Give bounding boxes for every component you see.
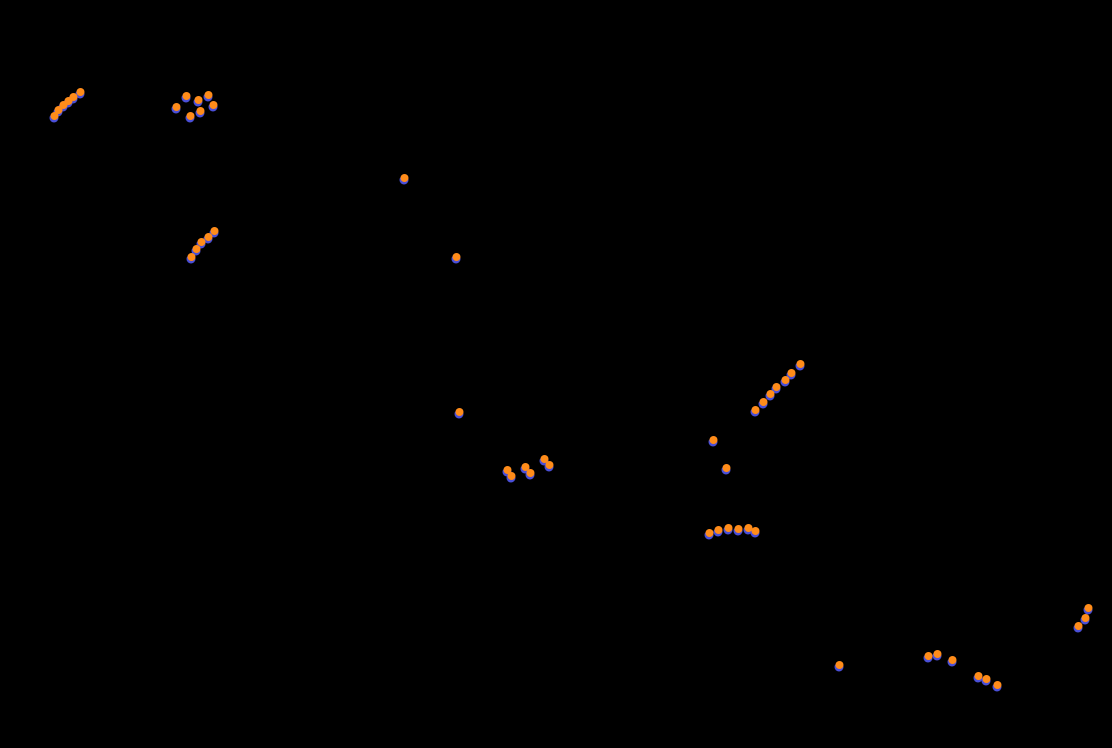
data-point [453, 253, 461, 261]
data-point [836, 661, 844, 669]
data-point [723, 464, 731, 472]
data-point [735, 525, 743, 533]
data-point [715, 526, 723, 534]
data-point [752, 527, 760, 535]
data-point [197, 107, 205, 115]
data-point [975, 672, 983, 680]
data-point [745, 524, 753, 532]
data-point [205, 91, 213, 99]
chart-background [0, 0, 1112, 748]
data-point [752, 406, 760, 414]
data-point [725, 524, 733, 532]
data-point [401, 174, 409, 182]
data-point [508, 472, 516, 480]
data-point [187, 112, 195, 120]
data-point [183, 92, 191, 100]
data-point [210, 101, 218, 109]
data-point [211, 227, 219, 235]
data-point [1075, 622, 1083, 630]
data-point [994, 681, 1002, 689]
data-point [983, 675, 991, 683]
data-point [456, 408, 464, 416]
data-point [788, 369, 796, 377]
data-point [949, 656, 957, 664]
data-point [205, 233, 213, 241]
data-point [782, 376, 790, 384]
data-point [710, 436, 718, 444]
data-point [1085, 604, 1093, 612]
data-point [188, 253, 196, 261]
data-point [925, 652, 933, 660]
data-point [934, 650, 942, 658]
data-point [70, 93, 78, 101]
data-point [198, 238, 206, 246]
data-point [527, 469, 535, 477]
data-point [173, 103, 181, 111]
data-point [773, 383, 781, 391]
data-point [706, 529, 714, 537]
data-point [767, 390, 775, 398]
data-point [193, 245, 201, 253]
data-point [797, 360, 805, 368]
data-point [760, 398, 768, 406]
data-point [77, 88, 85, 96]
data-point [195, 96, 203, 104]
data-point [1082, 614, 1090, 622]
data-point [546, 461, 554, 469]
scatter-chart [0, 0, 1112, 748]
